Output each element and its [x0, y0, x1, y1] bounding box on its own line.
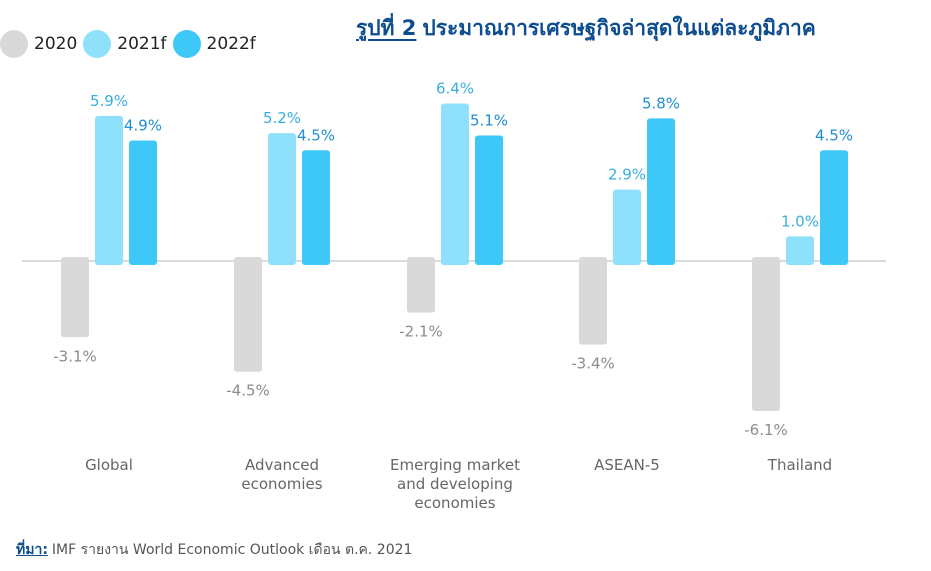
figure-number: รูปที่ 2 — [356, 16, 417, 40]
bar-2022f-2 — [475, 135, 503, 265]
value-label-2022f-1: 4.5% — [297, 126, 335, 144]
bar-2020-0 — [61, 257, 89, 338]
category-label-1: Advanced economies — [241, 456, 322, 493]
category-label-line: economies — [414, 494, 495, 512]
value-labels-group: -3.1% -4.5% -2.1% -3.4% -6.1% 5.9% 5.2% 6.4% 2.9… — [53, 80, 853, 440]
category-label-line: economies — [241, 475, 322, 493]
bar-2021f-4 — [786, 236, 814, 265]
category-label-line: and developing — [397, 475, 513, 493]
legend-swatch-2020 — [0, 30, 28, 58]
bar-2022f-1 — [302, 150, 330, 265]
value-label-2021f-0: 5.9% — [90, 92, 128, 110]
value-label-2021f-3: 2.9% — [608, 166, 646, 184]
category-label-line: Global — [85, 456, 133, 474]
legend-item-2020: 2020 — [0, 30, 77, 58]
bar-2020-4 — [752, 257, 780, 412]
bar-2022f-3 — [647, 118, 675, 265]
category-label-line: Advanced — [245, 456, 319, 474]
value-label-2022f-2: 5.1% — [470, 112, 508, 130]
value-label-2022f-4: 4.5% — [815, 126, 853, 144]
category-label-0: Global — [85, 456, 133, 474]
bar-2022f-0 — [129, 140, 157, 265]
legend-swatch-2021f — [83, 30, 112, 58]
value-label-2020-2: -2.1% — [399, 323, 443, 341]
source-text: IMF รายงาน World Economic Outlook เดือน … — [51, 542, 413, 558]
category-label-line: Thailand — [767, 456, 832, 474]
bar-2021f-3 — [613, 189, 641, 265]
legend-swatch-2022f — [172, 30, 201, 58]
value-label-2022f-3: 5.8% — [642, 94, 680, 112]
legend-label-2022f: 2022f — [206, 34, 256, 54]
value-label-2021f-2: 6.4% — [436, 80, 474, 98]
value-label-2020-0: -3.1% — [53, 347, 97, 365]
bar-2020-2 — [407, 257, 435, 313]
legend-item-2021f: 2021f — [83, 30, 167, 58]
legend-label-2020: 2020 — [34, 34, 78, 54]
category-label-3: ASEAN-5 — [594, 456, 660, 474]
bar-2020-3 — [579, 257, 607, 345]
category-label-line: Emerging market — [390, 456, 520, 474]
value-label-2020-4: -6.1% — [744, 421, 788, 439]
legend-label-2021f: 2021f — [117, 34, 167, 54]
value-label-2021f-4: 1.0% — [781, 212, 819, 230]
bar-2021f-1 — [268, 133, 296, 265]
legend: 2020 2021f 2022f — [0, 30, 262, 58]
category-label-4: Thailand — [767, 456, 832, 474]
bar-2020-1 — [234, 257, 262, 372]
source-note: ที่มา: IMF รายงาน World Economic Outlook … — [16, 539, 412, 561]
category-label-line: ASEAN-5 — [594, 456, 660, 474]
chart-title: รูปที่ 2 ประมาณการเศรษฐกิจล่าสุดในแต่ละภู… — [356, 12, 921, 45]
value-label-2021f-1: 5.2% — [263, 109, 301, 127]
bar-2021f-0 — [95, 115, 123, 265]
category-label-2: Emerging market and developing economies — [390, 456, 520, 512]
value-label-2020-3: -3.4% — [571, 355, 615, 373]
value-label-2020-1: -4.5% — [226, 382, 270, 400]
bars-group — [61, 103, 848, 412]
legend-item-2022f: 2022f — [172, 30, 256, 58]
bar-2022f-4 — [820, 150, 848, 265]
bar-2021f-2 — [441, 103, 469, 265]
title-text: ประมาณการเศรษฐกิจล่าสุดในแต่ละภูมิภาค — [422, 16, 816, 40]
value-label-2022f-0: 4.9% — [124, 116, 162, 134]
source-prefix: ที่มา: — [16, 542, 48, 558]
